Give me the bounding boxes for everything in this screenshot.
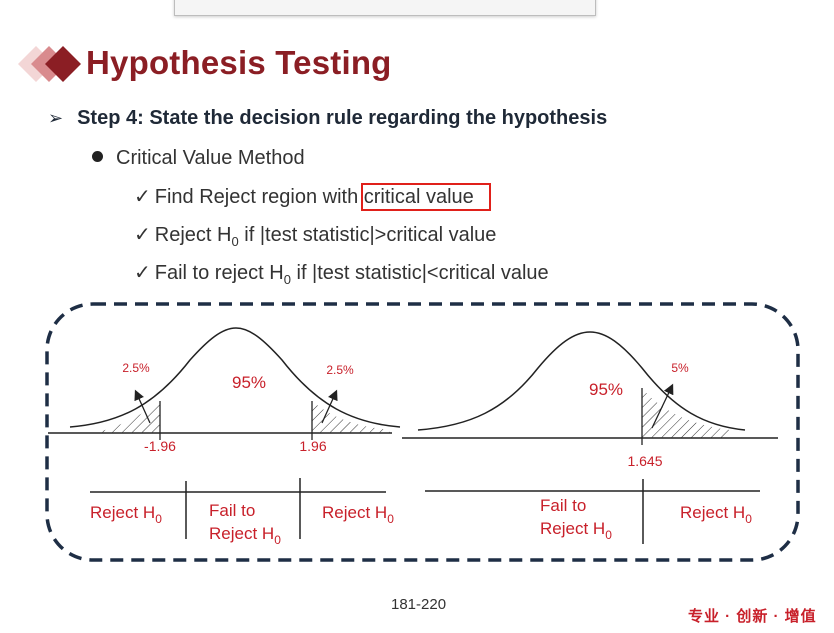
critical-value-highlight: critical value [360, 183, 491, 211]
page-number: 181-220 [391, 596, 447, 613]
left-tail-label-high: 2.5% [326, 363, 354, 377]
check-item-reject: ✓ Reject H0 if |test statistic|>critical … [134, 222, 496, 249]
left-critical-value-high: 1.96 [299, 438, 326, 454]
window-titlebar [174, 0, 596, 16]
left-reject-text: Reject H [90, 503, 155, 522]
find-text: Find Reject region with [154, 186, 364, 208]
left-tail-arrow-low [134, 389, 151, 424]
right-fail-region-line2: Reject H0 [540, 519, 612, 542]
slide-title: Hypothesis Testing [86, 44, 392, 81]
left-fail-sub: 0 [274, 533, 281, 547]
left-normal-curve [69, 327, 401, 428]
reject-prefix: Reject H [154, 224, 232, 246]
right-center-label: 95% [589, 380, 623, 399]
left-center-label: 95% [232, 373, 266, 392]
step-text: Step 4: State the decision rule regardin… [77, 107, 608, 129]
right-fail-text: Reject H [540, 519, 605, 538]
brand-slogan: 专业 · 创新 · 增值 [688, 608, 817, 625]
arrow-bullet-icon: ➢ [48, 108, 64, 128]
right-reject-area [642, 388, 730, 438]
left-reject-region-label: Reject H0 [90, 503, 162, 526]
fail-sub: 0 [283, 272, 291, 287]
right-fail-sub: 0 [605, 528, 612, 542]
method-text: Critical Value Method [116, 147, 305, 169]
left-reject-sub: 0 [155, 512, 162, 526]
right-reject-region-label: Reject H0 [322, 503, 394, 526]
check-icon: ✓ [134, 186, 151, 208]
check-icon: ✓ [134, 262, 151, 284]
fail-suffix: if |test statistic|<critical value [290, 262, 549, 284]
left-fail-text: Reject H [209, 524, 274, 543]
right-reject-text: Reject H [322, 503, 387, 522]
step-heading: ➢ Step 4: State the decision rule regardi… [48, 107, 607, 130]
method-bullet: Critical Value Method [92, 147, 305, 170]
right-critical-value: 1.645 [627, 453, 662, 469]
right-normal-curve [417, 331, 746, 431]
right-tail-label: 5% [671, 361, 689, 375]
check-icon: ✓ [134, 224, 151, 246]
right-reject-label: Reject H0 [680, 503, 752, 526]
left-tail-arrow-high [321, 389, 338, 424]
right-fail-region-line1: Fail to [540, 496, 586, 515]
left-critical-value-low: -1.96 [144, 438, 176, 454]
check-item-find: ✓ Find Reject region with critical value [134, 183, 491, 211]
right-one-reject-sub: 0 [745, 512, 752, 526]
left-tail-label-low: 2.5% [122, 361, 150, 375]
left-reject-area-low [102, 401, 160, 433]
left-fail-region-line1: Fail to [209, 501, 255, 520]
right-tail-arrow [651, 383, 674, 429]
left-reject-area-high [312, 401, 390, 433]
left-fail-region-line2: Reject H0 [209, 524, 281, 547]
right-one-reject-text: Reject H [680, 503, 745, 522]
check-item-fail: ✓ Fail to reject H0 if |test statistic|<c… [134, 260, 549, 287]
dot-icon [92, 151, 103, 162]
reject-suffix: if |test statistic|>critical value [238, 224, 497, 246]
fail-prefix: Fail to reject H [154, 262, 284, 284]
reject-sub: 0 [231, 234, 239, 249]
right-reject-sub: 0 [387, 512, 394, 526]
diamond-stack-icon [18, 46, 81, 82]
